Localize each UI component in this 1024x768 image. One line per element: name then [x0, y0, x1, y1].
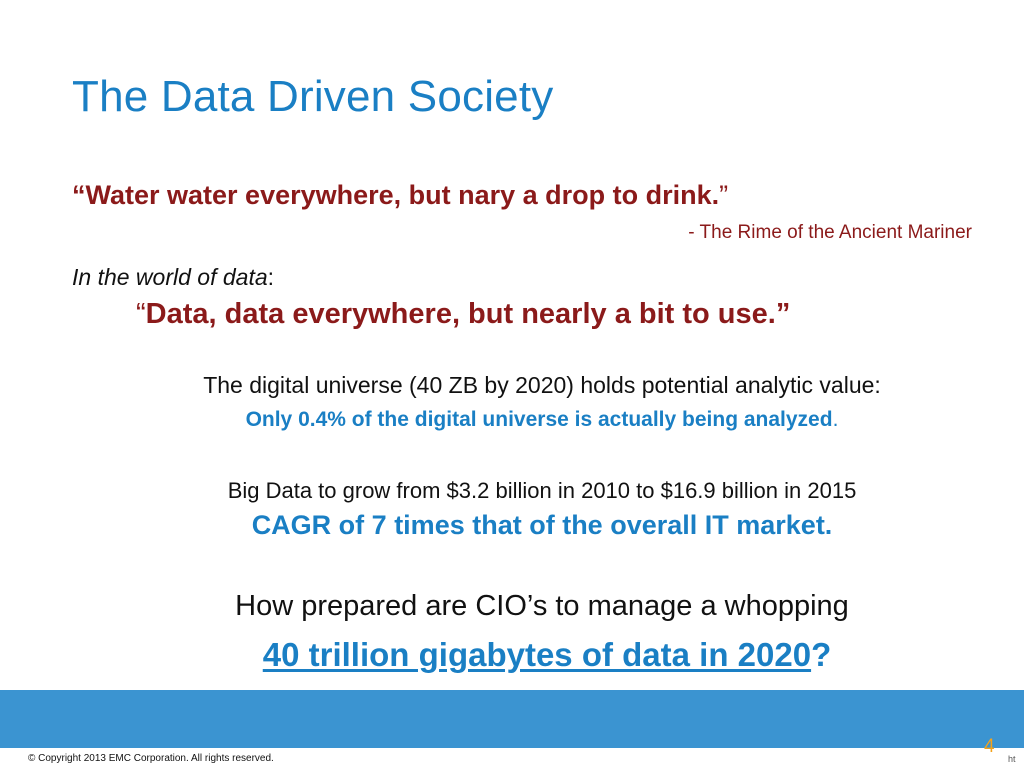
footer [0, 748, 1024, 768]
question-mark: ? [811, 636, 832, 673]
mariner-quote-text: “Water water everywhere, but nary a drop… [72, 180, 720, 210]
digital-universe-period: . [832, 408, 839, 431]
cio-question-highlight: 40 trillion gigabytes of data in 2020? [0, 636, 1024, 674]
data-quote-text: Data, data everywhere, but nearly a bit … [145, 298, 791, 330]
intro-colon: : [267, 264, 275, 290]
big-data-cagr-highlight: CAGR of 7 times that of the overall IT m… [251, 510, 833, 540]
digital-universe-highlight: Only 0.4% of the digital universe is act… [0, 408, 1024, 432]
cio-question-line: How prepared are CIO’s to manage a whopp… [235, 590, 849, 622]
data-quote-open-mark: “ [136, 298, 146, 330]
big-data-growth-line: Big Data to grow from $3.2 billion in 20… [227, 478, 857, 503]
digital-universe-line: The digital universe (40 ZB by 2020) hol… [203, 372, 881, 398]
mariner-quote-close-mark: ” [719, 180, 729, 210]
slide-title: The Data Driven Society [72, 72, 554, 121]
copyright-notice: © Copyright 2013 EMC Corporation. All ri… [28, 753, 274, 764]
truncated-url-fragment: ht [1008, 754, 1016, 764]
footer-band [0, 690, 1024, 748]
data-quote: “Data, data everywhere, but nearly a bit… [136, 298, 790, 331]
intro-italic-text: In the world of data [72, 264, 268, 290]
digital-universe-highlight-text: Only 0.4% of the digital universe is act… [245, 408, 833, 431]
page-number: 4 [984, 736, 995, 757]
quote-attribution: - The Rime of the Ancient Mariner [688, 222, 972, 243]
zettabyte-link[interactable]: 40 trillion gigabytes of data in 2020 [262, 636, 812, 673]
intro-line: In the world of data: [72, 264, 274, 291]
mariner-quote: “Water water everywhere, but nary a drop… [72, 180, 728, 211]
